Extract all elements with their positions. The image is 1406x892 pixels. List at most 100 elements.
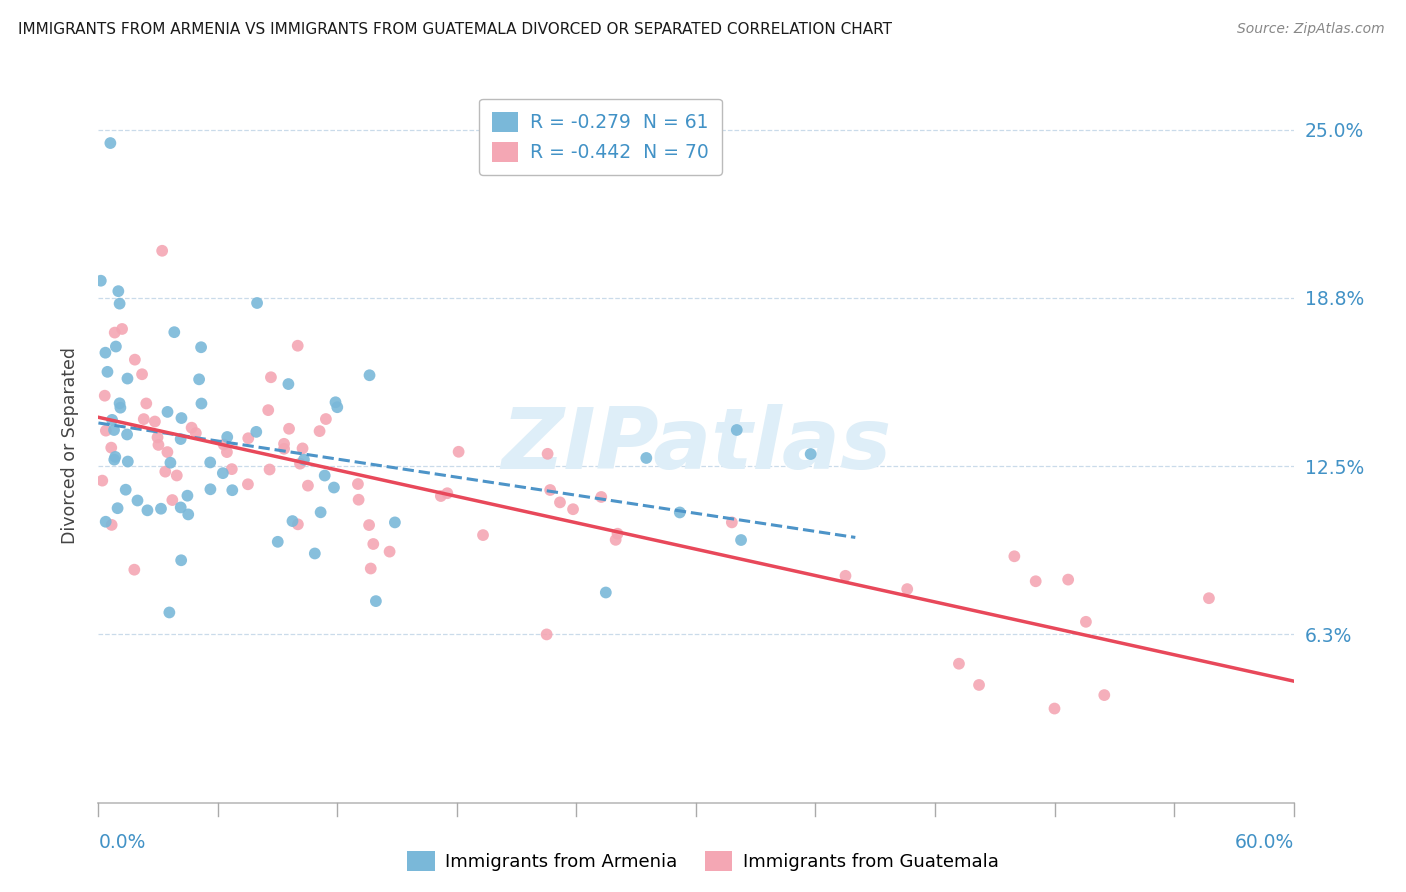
Point (360, 561, 382, 575)
Point (309, 505, 332, 519)
Point (591, 490, 613, 504)
Point (430, 489, 453, 503)
Point (157, 606, 180, 620)
Point (730, 533, 752, 547)
Point (103, 452, 125, 467)
Point (94, 515, 117, 529)
Point (143, 415, 166, 429)
Point (245, 425, 267, 439)
Point (190, 396, 212, 410)
Point (163, 325, 186, 339)
Point (721, 516, 744, 530)
Point (170, 500, 193, 515)
Point (117, 371, 139, 385)
Point (636, 450, 658, 465)
Point (359, 368, 381, 383)
Point (150, 244, 173, 258)
Point (1092, 688, 1115, 702)
Point (221, 483, 243, 498)
Point (110, 401, 132, 415)
Point (150, 501, 173, 516)
Point (190, 340, 212, 354)
Point (325, 395, 347, 409)
Point (124, 563, 146, 577)
Point (93, 389, 115, 403)
Point (1057, 573, 1080, 587)
Text: Source: ZipAtlas.com: Source: ZipAtlas.com (1237, 22, 1385, 37)
Point (108, 396, 131, 410)
Point (117, 454, 139, 468)
Point (297, 478, 319, 492)
Point (277, 377, 299, 392)
Point (131, 368, 153, 382)
Point (236, 477, 259, 491)
Point (177, 508, 200, 522)
Point (94, 424, 117, 438)
Point (127, 493, 149, 508)
Point (91, 474, 114, 488)
Point (725, 423, 748, 437)
Point (1002, 549, 1025, 564)
Point (169, 432, 191, 446)
Point (1074, 615, 1097, 629)
Point (1025, 574, 1047, 589)
Point (166, 468, 188, 483)
Text: ZIPatlas: ZIPatlas (501, 404, 891, 488)
Point (132, 412, 155, 426)
Point (101, 413, 124, 427)
Text: 0.0%: 0.0% (98, 833, 146, 853)
Point (200, 483, 222, 497)
Legend: Immigrants from Armenia, Immigrants from Guatemala: Immigrants from Armenia, Immigrants from… (401, 844, 1005, 879)
Point (595, 585, 617, 599)
Point (188, 372, 211, 386)
Point (267, 534, 290, 549)
Point (107, 501, 129, 516)
Point (104, 326, 127, 340)
Point (896, 582, 918, 596)
Point (215, 445, 238, 459)
Text: IMMIGRANTS FROM ARMENIA VS IMMIGRANTS FROM GUATEMALA DIVORCED OR SEPARATED CORRE: IMMIGRANTS FROM ARMENIA VS IMMIGRANTS FR… (18, 22, 893, 37)
Point (606, 526, 628, 541)
Point (668, 505, 690, 519)
Point (314, 468, 336, 483)
Point (100, 517, 122, 532)
Point (347, 492, 370, 507)
Point (156, 445, 179, 459)
Point (156, 405, 179, 419)
Legend: R = -0.279  N = 61, R = -0.442  N = 70: R = -0.279 N = 61, R = -0.442 N = 70 (479, 99, 721, 175)
Point (315, 412, 337, 426)
Point (212, 466, 235, 480)
Point (115, 427, 138, 442)
Point (94, 345, 117, 359)
Point (107, 284, 129, 298)
Point (148, 438, 170, 452)
Y-axis label: Divorced or Separated: Divorced or Separated (60, 348, 79, 544)
Text: 60.0%: 60.0% (1234, 833, 1294, 853)
Point (292, 452, 315, 467)
Point (800, 447, 823, 461)
Point (536, 447, 558, 461)
Point (536, 627, 558, 641)
Point (447, 444, 470, 458)
Point (124, 352, 146, 367)
Point (180, 420, 202, 434)
Point (288, 457, 311, 471)
Point (136, 503, 159, 517)
Point (323, 481, 346, 495)
Point (98, 136, 122, 150)
Point (246, 296, 269, 310)
Point (212, 437, 235, 451)
Point (221, 462, 243, 476)
Point (273, 442, 295, 456)
Point (384, 516, 406, 530)
Point (605, 533, 627, 547)
Point (273, 437, 295, 451)
Point (278, 422, 301, 436)
Point (948, 657, 970, 671)
Point (104, 339, 127, 353)
Point (114, 483, 136, 497)
Point (361, 537, 384, 551)
Point (96, 365, 118, 379)
Point (184, 426, 207, 441)
Point (135, 396, 157, 410)
